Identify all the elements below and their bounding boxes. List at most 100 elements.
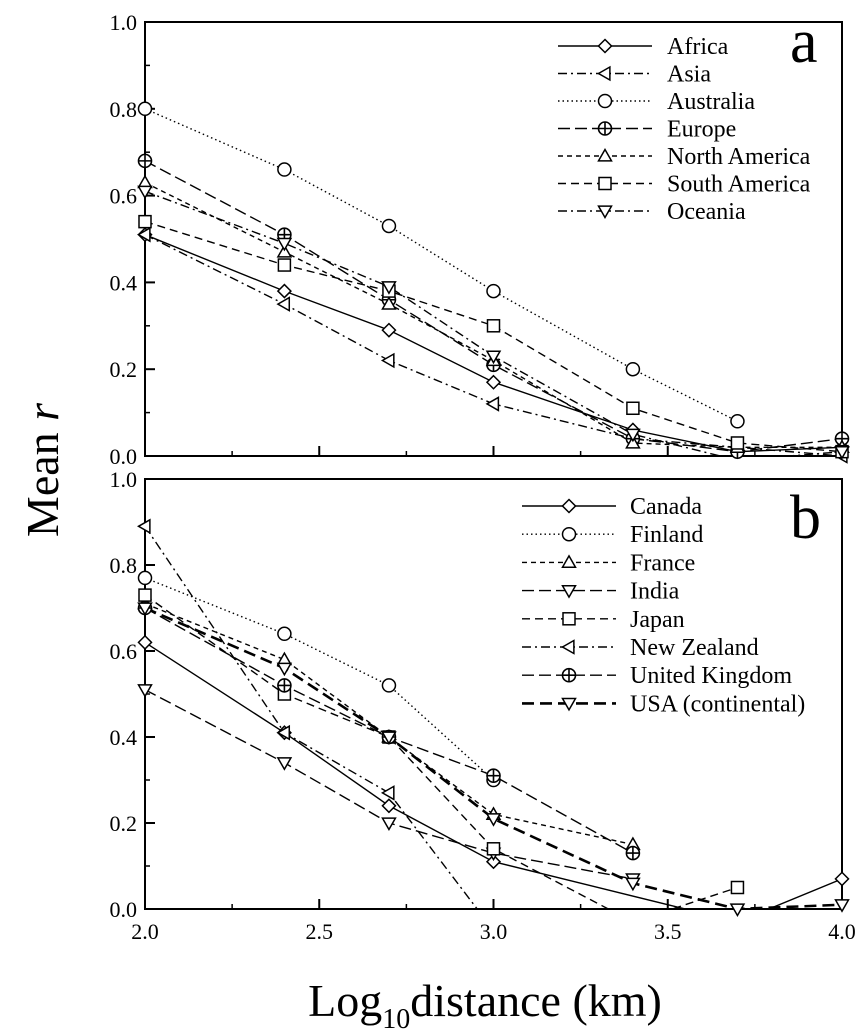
data-point-australia xyxy=(625,361,641,377)
data-point-usa-continental xyxy=(137,602,153,617)
legend-marker-united-kingdom-cross xyxy=(562,668,576,682)
legend-label-africa: Africa xyxy=(667,34,729,60)
data-point-oceania xyxy=(485,350,502,365)
y-tick-label: 0.8 xyxy=(110,97,138,122)
y-tick-label: 0.8 xyxy=(110,553,138,578)
legend-marker-india xyxy=(561,584,577,599)
legend-marker-new-zealand xyxy=(560,639,575,655)
data-point-united-kingdom xyxy=(625,845,641,861)
legend-label-japan: Japan xyxy=(630,607,685,633)
legend-marker-finland xyxy=(561,526,577,542)
data-point-finland xyxy=(137,570,153,586)
y-axis-title: Mean r xyxy=(17,402,68,537)
data-point-australia xyxy=(730,414,745,429)
legend-marker-europe-cross xyxy=(598,122,612,135)
y-tick-label: 1.0 xyxy=(110,467,138,492)
data-point-africa xyxy=(381,322,397,338)
legend-marker-europe xyxy=(597,121,613,136)
x-tick-label: 3.5 xyxy=(654,919,682,944)
legend-marker-africa xyxy=(597,38,613,54)
data-point-finland xyxy=(381,678,397,693)
y-tick-label: 0.6 xyxy=(110,184,138,209)
data-point-india xyxy=(137,684,153,698)
legend-label-australia: Australia xyxy=(667,89,755,115)
data-point-asia xyxy=(276,296,291,312)
data-point-united-kingdom xyxy=(486,768,501,784)
data-point-oceania xyxy=(276,237,293,252)
series-line-finland xyxy=(145,577,494,781)
data-point-usa-continental xyxy=(381,731,397,746)
y-tick-label: 0.0 xyxy=(110,897,138,922)
legend-marker-north-america xyxy=(597,147,613,162)
legend-label-usa-continental: USA (continental) xyxy=(630,691,805,717)
data-point-oceania xyxy=(137,185,153,200)
legend-label-north-america: North America xyxy=(667,144,811,170)
y-tick-label: 0.2 xyxy=(110,357,138,382)
data-point-australia xyxy=(486,283,501,299)
x-tick-label: 2.5 xyxy=(306,919,334,944)
data-point-finland xyxy=(277,626,292,642)
legend-marker-australia xyxy=(597,93,613,109)
data-point-usa-continental xyxy=(729,903,746,918)
panel-b: 0.00.20.40.60.81.02.0 2.5 3.0 3.5 4.0CanadaF… xyxy=(110,467,856,944)
data-point-asia xyxy=(136,226,151,243)
y-tick-label: 0.0 xyxy=(110,444,138,469)
legend-marker-united-kingdom xyxy=(561,667,577,683)
data-point-australia xyxy=(137,101,153,117)
data-point-south-america xyxy=(138,214,152,229)
legend-label-new-zealand: New Zealand xyxy=(630,635,759,661)
legend-label-india: India xyxy=(630,579,680,605)
x-tick-label: 3.0 xyxy=(480,919,508,944)
series-group xyxy=(145,525,842,909)
data-point-usa-continental xyxy=(276,662,293,677)
data-point-new-zealand xyxy=(380,785,395,801)
data-point-united-kingdom xyxy=(277,678,292,693)
data-point-europe-cross xyxy=(138,154,152,168)
y-tick-label: 0.4 xyxy=(110,270,138,295)
data-point-japan xyxy=(486,842,501,856)
legend-label-europe: Europe xyxy=(667,117,736,143)
x-tick-label: 4.0 xyxy=(828,919,856,944)
data-point-oceania xyxy=(381,281,397,295)
legend-marker-oceania xyxy=(597,205,613,220)
legend-label-canada: Canada xyxy=(630,494,702,520)
data-point-united-kingdom-cross xyxy=(277,678,291,692)
legend-label-south-america: South America xyxy=(667,172,811,198)
data-point-south-america xyxy=(486,319,501,333)
legend-marker-asia xyxy=(596,65,611,82)
data-point-south-america xyxy=(626,401,640,416)
data-point-canada xyxy=(834,871,850,887)
data-point-united-kingdom-cross xyxy=(487,769,500,783)
data-point-south-america xyxy=(730,436,745,450)
data-point-india xyxy=(381,817,397,832)
data-point-africa xyxy=(276,283,292,299)
data-point-oceania xyxy=(834,446,850,460)
data-point-usa-continental xyxy=(625,877,641,892)
legend-label-asia: Asia xyxy=(667,62,711,88)
data-point-new-zealand xyxy=(136,518,151,535)
data-point-united-kingdom-cross xyxy=(626,846,640,860)
data-point-asia xyxy=(485,396,500,412)
data-point-asia xyxy=(380,352,395,369)
legend-marker-france xyxy=(561,554,577,569)
panel-letter: b xyxy=(790,484,821,552)
data-point-africa xyxy=(485,374,502,390)
y-tick-label: 0.4 xyxy=(110,725,138,750)
data-point-canada xyxy=(137,634,153,650)
panel-a: 0.0 0.2 0.4 0.6 0.8 1.0 AfricaAsiaAustraliaEur… xyxy=(110,8,850,469)
data-point-oceania xyxy=(625,428,641,443)
data-point-europe xyxy=(137,153,153,169)
legend-label-oceania: Oceania xyxy=(667,199,746,225)
y-tick-label: 0.6 xyxy=(110,639,138,664)
series-line-india xyxy=(145,689,634,880)
plot-frame xyxy=(144,21,843,457)
data-point-japan xyxy=(138,588,152,602)
data-point-usa-continental xyxy=(834,899,850,913)
data-point-australia xyxy=(277,162,292,177)
data-point-south-america xyxy=(277,258,292,272)
series-line-canada xyxy=(145,641,842,909)
legend-label-united-kingdom: United Kingdom xyxy=(630,663,792,689)
